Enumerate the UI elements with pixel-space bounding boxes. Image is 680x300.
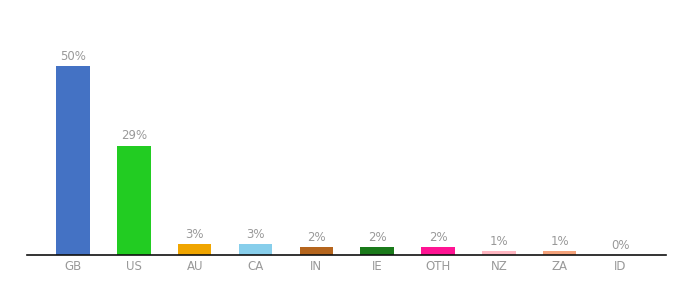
Text: 2%: 2% bbox=[307, 231, 326, 244]
Text: 1%: 1% bbox=[550, 235, 569, 248]
Text: 1%: 1% bbox=[490, 235, 508, 248]
Bar bbox=[360, 248, 394, 255]
Bar bbox=[117, 146, 150, 255]
Bar bbox=[422, 248, 455, 255]
Text: 3%: 3% bbox=[246, 228, 265, 241]
Bar bbox=[178, 244, 211, 255]
Text: 50%: 50% bbox=[60, 50, 86, 63]
Text: 29%: 29% bbox=[121, 130, 147, 142]
Bar bbox=[543, 251, 577, 255]
Text: 2%: 2% bbox=[429, 231, 447, 244]
Text: 2%: 2% bbox=[368, 231, 386, 244]
Bar bbox=[300, 248, 333, 255]
Text: 3%: 3% bbox=[186, 228, 204, 241]
Bar bbox=[239, 244, 272, 255]
Text: 0%: 0% bbox=[611, 239, 630, 252]
Bar bbox=[482, 251, 515, 255]
Bar bbox=[56, 66, 90, 255]
